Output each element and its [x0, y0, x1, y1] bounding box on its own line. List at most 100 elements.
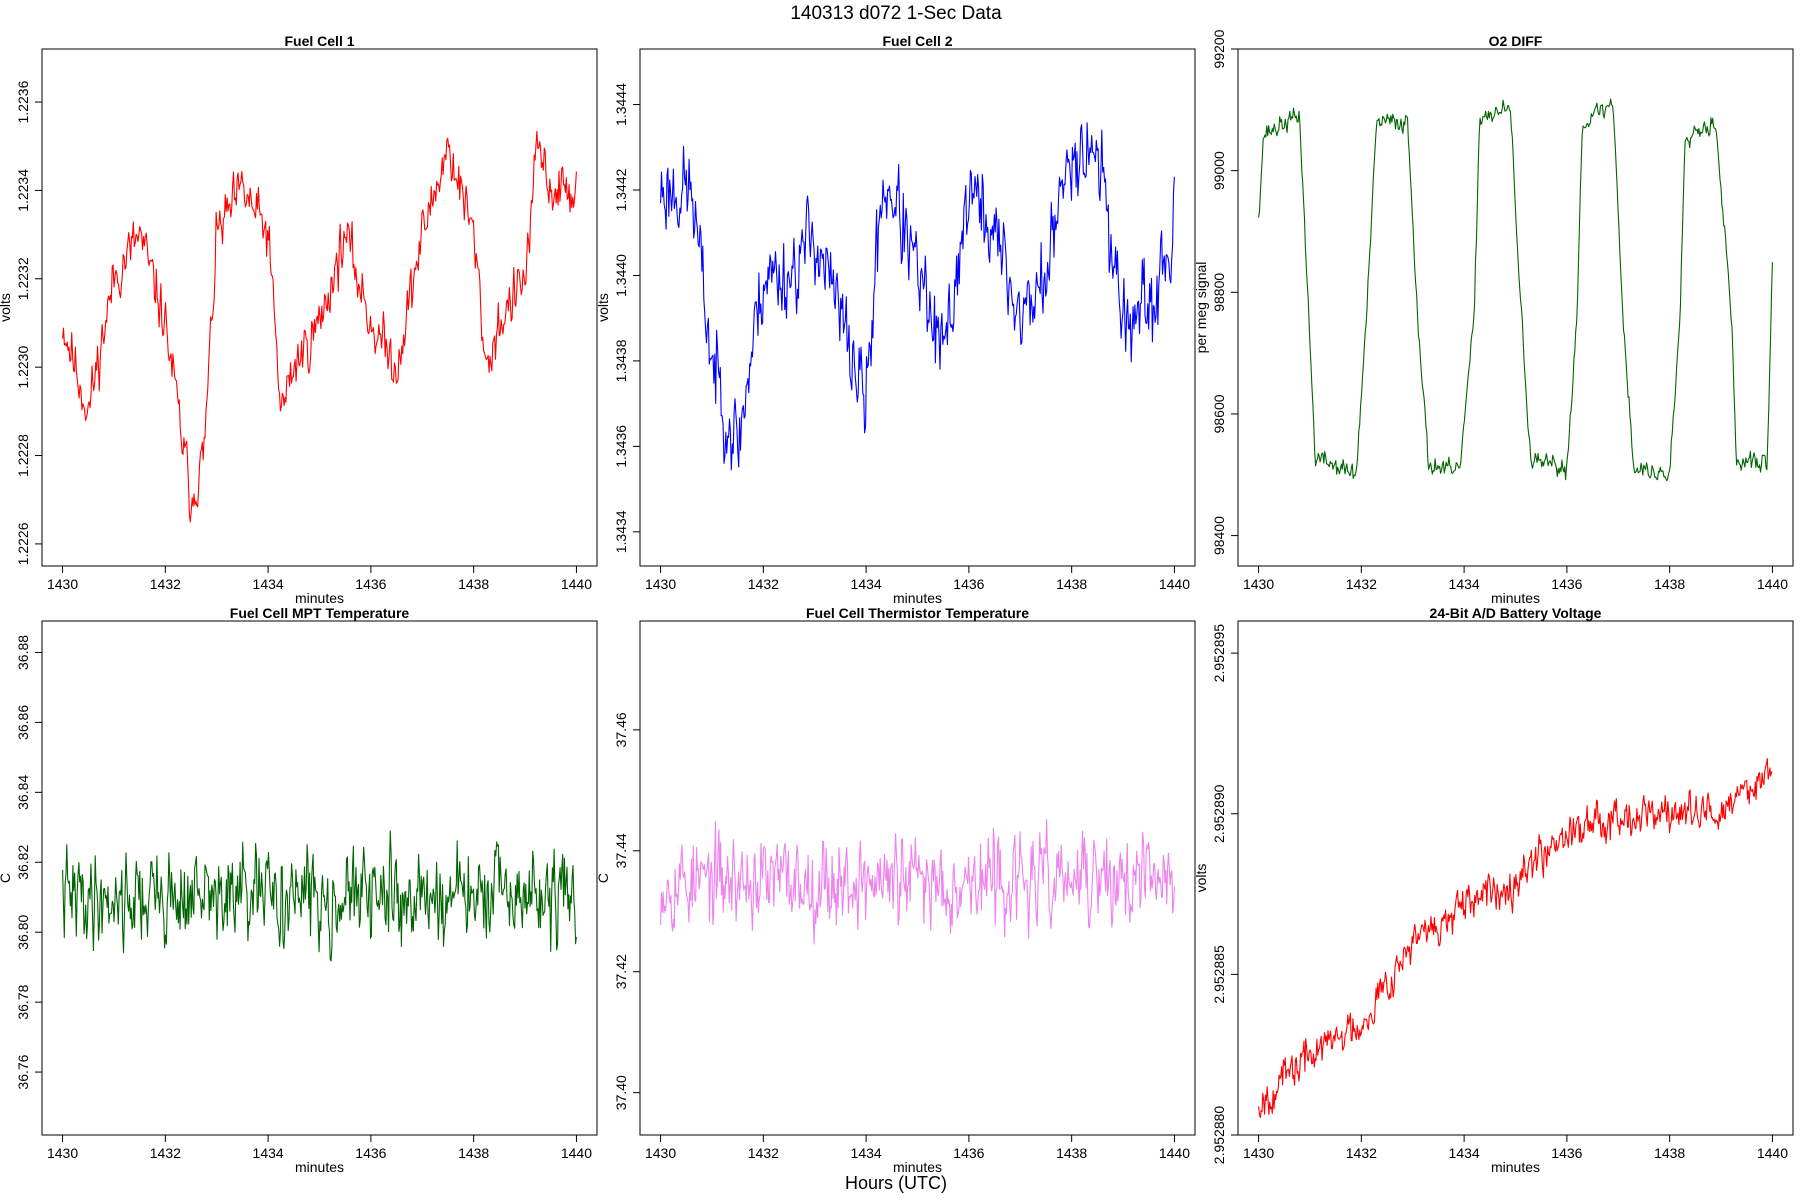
y-tick-label: 36.78	[15, 984, 31, 1019]
chart-panel-4: Fuel Cell MPT Temperature 1430 1432 1434 143…	[0, 605, 598, 1175]
x-tick-label: 1440	[1159, 1145, 1190, 1161]
x-tick-label: 1434	[851, 1145, 882, 1161]
series-line	[62, 830, 577, 962]
y-tick-label: 1.3440	[613, 254, 629, 297]
y-tick-label: 1.3434	[613, 510, 629, 553]
panel-title: Fuel Cell 1	[284, 33, 354, 49]
x-tick-label: 1430	[645, 576, 676, 592]
x-tick-label: 1432	[748, 1145, 779, 1161]
y-tick-label: 99200	[1211, 29, 1227, 68]
y-tick-label: 2.952885	[1211, 945, 1227, 1004]
panel-title: O2 DIFF	[1489, 33, 1543, 49]
figure-title: 140313 d072 1-Sec Data	[790, 3, 1002, 24]
x-tick-label: 1438	[1654, 1145, 1685, 1161]
x-tick-label: 1432	[150, 1145, 181, 1161]
panel-title: Fuel Cell Thermistor Temperature	[806, 605, 1029, 621]
y-tick-label: 36.82	[15, 845, 31, 880]
x-tick-label: 1440	[561, 576, 592, 592]
x-axis-label: minutes	[893, 1159, 942, 1175]
chart-panel-3: O2 DIFF 1430 1432 1434 1436 1438 1440 minutes 98…	[1193, 29, 1794, 606]
x-tick-label: 1434	[1449, 1145, 1480, 1161]
x-axis-label: minutes	[295, 590, 344, 606]
y-tick-label: 36.86	[15, 705, 31, 740]
y-axis-label: per meg signal	[1193, 262, 1209, 354]
x-tick-label: 1440	[1757, 576, 1788, 592]
y-tick-label: 37.44	[613, 833, 629, 868]
y-tick-label: 1.3444	[613, 83, 629, 126]
y-tick-label: 98800	[1211, 273, 1227, 312]
y-tick-label: 36.76	[15, 1054, 31, 1089]
y-tick-label: 99000	[1211, 151, 1227, 190]
series-line	[660, 122, 1175, 471]
y-tick-label: 36.88	[15, 635, 31, 670]
plot-frame	[41, 48, 598, 567]
x-axis-label: minutes	[893, 590, 942, 606]
x-axis-label: minutes	[295, 1159, 344, 1175]
x-tick-label: 1434	[1449, 576, 1480, 592]
y-tick-label: 1.2236	[15, 80, 31, 123]
y-axis-label: C	[595, 873, 611, 883]
x-tick-label: 1438	[458, 1145, 489, 1161]
y-tick-label: 1.3442	[613, 168, 629, 211]
x-tick-label: 1438	[1056, 1145, 1087, 1161]
y-tick-label: 36.80	[15, 914, 31, 949]
y-axis-label: C	[0, 873, 13, 883]
x-tick-label: 1436	[953, 576, 984, 592]
chart-panel-2: Fuel Cell 2 1430 1432 1434 1436 1438 1440 minut…	[595, 33, 1196, 606]
y-axis-label: volts	[0, 293, 13, 322]
x-tick-label: 1436	[355, 576, 386, 592]
x-tick-label: 1436	[1551, 1145, 1582, 1161]
chart-panels: Fuel Cell 1 1430 1432 1434 1436 1438 1440 minut…	[0, 29, 1794, 1175]
plot-frame	[1237, 48, 1794, 567]
y-tick-label: 1.2232	[15, 257, 31, 300]
panel-title: Fuel Cell MPT Temperature	[230, 605, 410, 621]
x-tick-label: 1440	[561, 1145, 592, 1161]
y-tick-label: 2.952880	[1211, 1106, 1227, 1165]
x-axis-label: minutes	[1491, 1159, 1540, 1175]
x-tick-label: 1440	[1757, 1145, 1788, 1161]
series-line	[1258, 98, 1773, 482]
x-tick-label: 1436	[355, 1145, 386, 1161]
series-line	[1258, 757, 1773, 1119]
y-tick-label: 2.952895	[1211, 624, 1227, 683]
x-tick-label: 1432	[150, 576, 181, 592]
x-tick-label: 1430	[1243, 576, 1274, 592]
x-tick-label: 1434	[253, 1145, 284, 1161]
y-axis-label: volts	[595, 293, 611, 322]
series-line	[62, 130, 577, 523]
y-tick-label: 37.46	[613, 712, 629, 747]
y-tick-label: 98400	[1211, 516, 1227, 555]
y-tick-label: 36.84	[15, 775, 31, 810]
y-tick-label: 1.2234	[15, 169, 31, 212]
y-tick-label: 1.3436	[613, 425, 629, 468]
chart-panel-5: Fuel Cell Thermistor Temperature 1430 1432…	[595, 605, 1196, 1175]
x-tick-label: 1430	[47, 1145, 78, 1161]
x-tick-label: 1430	[645, 1145, 676, 1161]
chart-panel-6: 24-Bit A/D Battery Voltage 1430 1432 1434 14…	[1193, 605, 1794, 1175]
x-axis-label: minutes	[1491, 590, 1540, 606]
plot-frame	[639, 620, 1196, 1136]
y-tick-label: 2.952890	[1211, 784, 1227, 843]
y-tick-label: 37.42	[613, 954, 629, 989]
y-axis-label: volts	[1193, 864, 1209, 893]
y-tick-label: 98600	[1211, 394, 1227, 433]
y-tick-label: 37.40	[613, 1075, 629, 1110]
x-tick-label: 1438	[1654, 576, 1685, 592]
x-tick-label: 1430	[47, 576, 78, 592]
x-tick-label: 1434	[851, 576, 882, 592]
x-tick-label: 1436	[1551, 576, 1582, 592]
chart-panel-1: Fuel Cell 1 1430 1432 1434 1436 1438 1440 minut…	[0, 33, 598, 606]
figure-bottom-label: Hours (UTC)	[845, 1173, 947, 1193]
x-tick-label: 1432	[1346, 1145, 1377, 1161]
x-tick-label: 1432	[1346, 576, 1377, 592]
x-tick-label: 1438	[458, 576, 489, 592]
x-tick-label: 1438	[1056, 576, 1087, 592]
y-tick-label: 1.2226	[15, 522, 31, 565]
x-tick-label: 1436	[953, 1145, 984, 1161]
x-tick-label: 1432	[748, 576, 779, 592]
plot-frame	[41, 620, 598, 1136]
series-line	[660, 819, 1175, 945]
y-tick-label: 1.2230	[15, 346, 31, 389]
plot-frame	[639, 48, 1196, 567]
